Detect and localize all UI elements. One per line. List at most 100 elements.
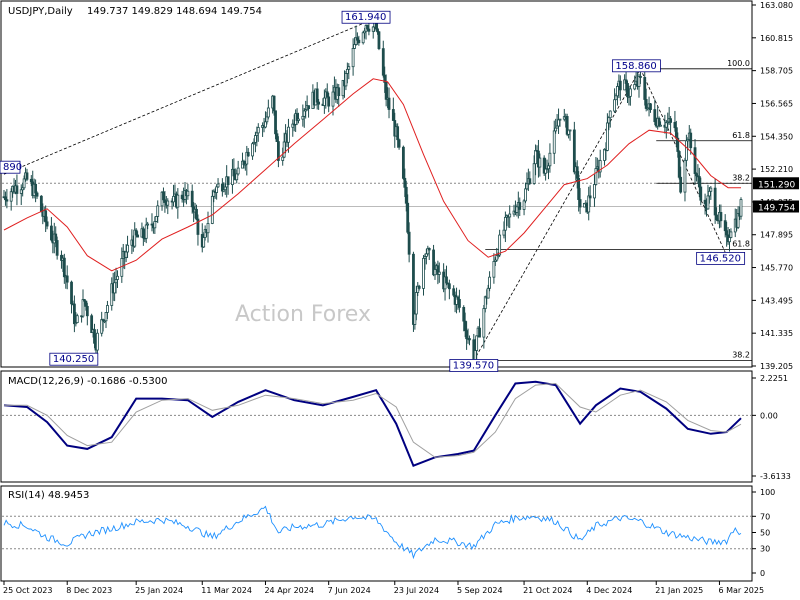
candle-body <box>697 176 701 188</box>
candle-body <box>55 240 59 256</box>
price-y-tick-label: 152.210 <box>760 165 793 174</box>
candle-body <box>575 166 579 179</box>
candle-body <box>534 150 537 165</box>
candle-body <box>235 173 239 181</box>
candle-body <box>624 79 628 84</box>
candle-body <box>195 208 198 220</box>
candle-body <box>483 296 487 309</box>
candle-body <box>605 122 609 151</box>
moving-average <box>3 78 741 272</box>
price-callout-box <box>341 10 391 24</box>
candle-body <box>486 287 490 299</box>
candle-body <box>381 48 385 76</box>
price-y-tick-label: 143.495 <box>760 296 793 305</box>
rsi-series-line <box>3 505 742 560</box>
candle-body <box>396 126 400 141</box>
candle-body <box>45 221 49 227</box>
candle-body <box>22 178 26 189</box>
candle-body <box>367 28 371 32</box>
chart-symbol-label: USDJPY,Daily <box>8 6 73 17</box>
candle-body <box>251 143 254 157</box>
candle-body <box>616 85 619 97</box>
candle-body <box>231 168 234 186</box>
candle-body <box>572 129 576 173</box>
chart-ohlc-values: 149.737 149.829 148.694 149.754 <box>87 6 262 17</box>
rsi-line <box>2 505 751 560</box>
candle-body <box>276 141 280 161</box>
candle-body <box>9 191 13 202</box>
candle-body <box>62 257 66 278</box>
candle-body <box>345 68 349 74</box>
candle-body <box>353 44 356 49</box>
candle-body <box>518 202 522 210</box>
candle-body <box>482 308 486 338</box>
candle-body <box>445 276 448 284</box>
candle-body <box>437 271 441 275</box>
x-axis-tick-label: 21 Jan 2025 <box>655 586 703 595</box>
candle-body <box>626 83 629 98</box>
candle-body <box>588 195 592 199</box>
price-callout-box <box>696 251 746 265</box>
candle-body <box>347 66 351 70</box>
price-y-axis: 163.080 160.815 158.705 156.565 154.350 152.2… <box>752 1 793 371</box>
candle-body <box>256 127 260 134</box>
candle-body <box>4 196 7 201</box>
candle-body <box>274 110 277 135</box>
candle-body <box>190 190 194 208</box>
candle-body <box>525 183 529 190</box>
candle-body <box>210 195 214 224</box>
price-y-tick-label: 139.205 <box>760 362 793 371</box>
candle-body <box>265 116 269 123</box>
candle-body <box>19 189 23 194</box>
price-y-tick-label: 147.895 <box>760 231 793 240</box>
candle-body <box>406 202 410 233</box>
price-callout-box <box>0 160 21 174</box>
candle-body <box>25 172 29 180</box>
candle-body <box>719 212 723 222</box>
candle-body <box>5 199 9 202</box>
candle-body <box>407 231 411 255</box>
macd-y-tick-label: 2.2251 <box>760 374 788 383</box>
candle-body <box>706 195 710 210</box>
candle-body <box>447 283 451 290</box>
candle-body <box>729 231 733 238</box>
candle-body <box>351 48 355 68</box>
x-axis-tick-label: 8 Dec 2023 <box>66 586 112 595</box>
candle-body <box>413 313 417 325</box>
price-callout-label: 890 <box>3 162 22 173</box>
candle-body <box>376 28 379 33</box>
candle-body <box>384 82 388 100</box>
candle-body <box>232 168 236 177</box>
candle-body <box>653 109 657 123</box>
candle-body <box>39 195 43 213</box>
price-callout-label: 158.860 <box>615 61 656 72</box>
candle-body <box>104 312 108 322</box>
rsi-y-axis: 100 70 50 30 0 <box>752 488 775 578</box>
price-callout-box <box>612 59 661 73</box>
candle-body <box>166 200 170 206</box>
candle-body <box>366 25 369 30</box>
candle-body <box>120 258 124 277</box>
candle-body <box>196 218 200 235</box>
candle-body <box>465 330 469 340</box>
candle-body <box>387 97 391 110</box>
candle-body <box>522 200 526 210</box>
candle-body <box>331 91 335 107</box>
candle-body <box>637 75 641 87</box>
candle-body <box>427 247 431 251</box>
price-callout-label: 140.250 <box>53 354 94 365</box>
axis-price-tag-label: 151.290 <box>758 180 795 190</box>
candle-body <box>153 220 157 229</box>
candle-body <box>226 176 230 186</box>
candle-body <box>50 225 53 241</box>
candle-body <box>325 91 329 98</box>
price-callout-label: 161.940 <box>345 12 386 23</box>
candle-body <box>657 117 661 127</box>
watermark: Action Forex <box>235 302 371 327</box>
candle-body <box>172 195 175 203</box>
candle-body <box>603 148 606 161</box>
candle-body <box>282 141 286 158</box>
candle-body <box>114 279 118 284</box>
macd-lines <box>2 380 751 467</box>
